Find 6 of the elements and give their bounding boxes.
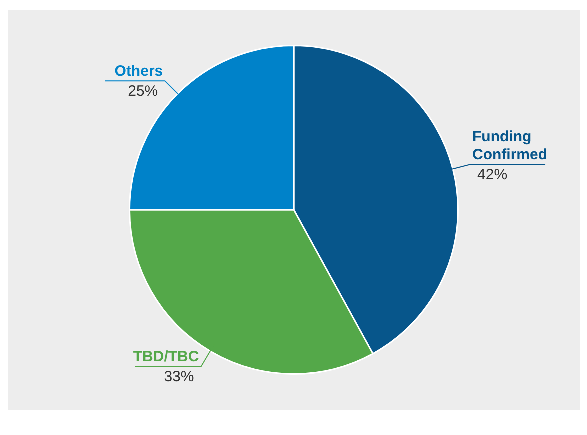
data-label: 33% (164, 368, 194, 386)
data-label: 42% (478, 166, 508, 184)
data-label: 25% (128, 82, 158, 100)
slice-label: Others (114, 62, 164, 80)
slice-label: Funding Confirmed (472, 128, 548, 164)
slice-label: TBD/TBC (133, 348, 200, 366)
